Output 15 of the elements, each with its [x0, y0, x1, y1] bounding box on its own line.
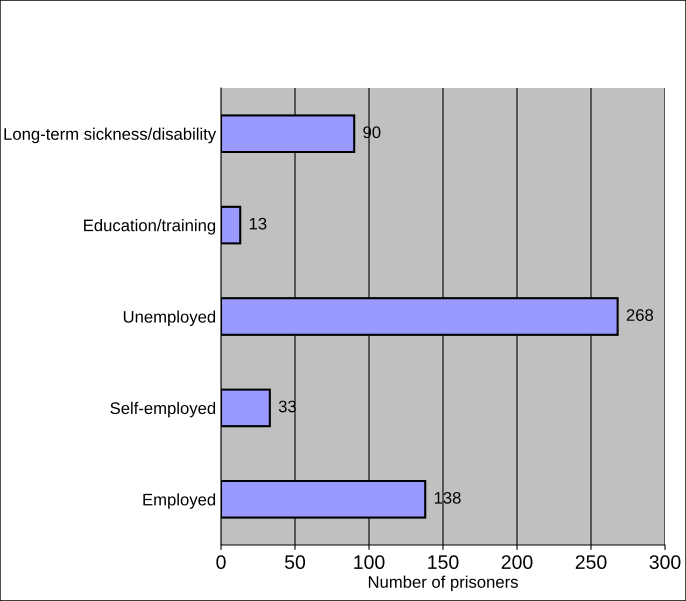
x-tick-label: 50	[284, 555, 306, 570]
y-tick-label: Employed	[143, 493, 216, 509]
y-tick-label: Self-employed	[110, 402, 216, 418]
x-tick-label: 100	[354, 555, 384, 570]
x-tick-label: 0	[216, 555, 226, 570]
x-axis-title: Number of prisoners	[368, 576, 518, 592]
y-tick-label: Education/training	[84, 219, 216, 235]
y-tick-label: Unemployed	[124, 310, 216, 326]
x-tick-label: 250	[576, 555, 606, 570]
y-tick-label: Long-term sickness/disability	[4, 128, 216, 144]
x-tick-label: 300	[650, 555, 680, 570]
data-label: 13	[250, 218, 266, 230]
x-tick-label: 200	[502, 555, 532, 570]
x-tick-label: 150	[428, 555, 458, 570]
data-label: 268	[626, 309, 654, 321]
